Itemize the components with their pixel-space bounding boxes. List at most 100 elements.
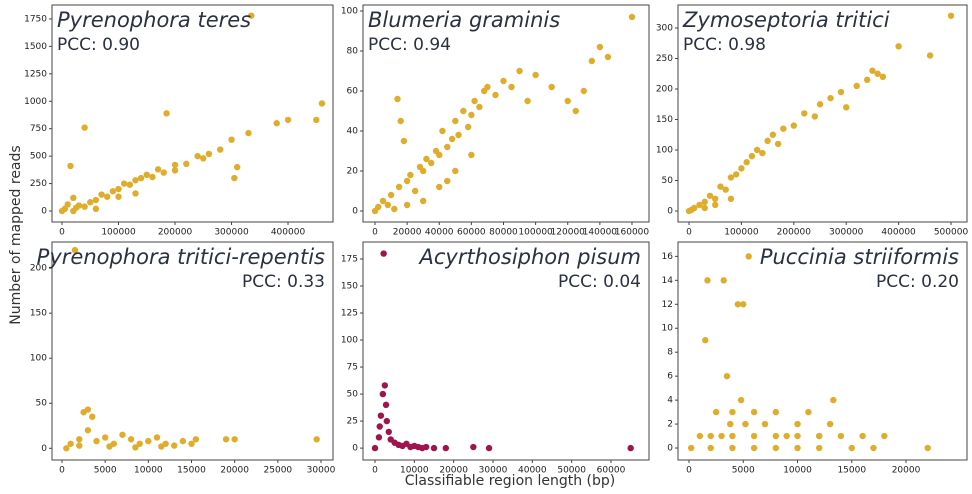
point — [476, 103, 483, 111]
point — [740, 301, 747, 308]
panel-frame — [51, 4, 334, 223]
point — [313, 436, 320, 443]
point — [848, 444, 855, 452]
point — [120, 180, 128, 187]
point — [67, 440, 74, 447]
y-tick-label: 1500 — [24, 42, 47, 52]
point — [171, 167, 179, 174]
x-tick-label: 60000 — [457, 228, 486, 238]
point — [816, 101, 824, 108]
point — [734, 301, 742, 308]
point — [403, 177, 411, 185]
panel-subtitle: PCC: 0.98 — [683, 35, 766, 55]
point — [448, 135, 456, 143]
point — [375, 203, 382, 211]
y-tick-label: 100 — [30, 354, 47, 364]
point — [387, 191, 395, 199]
y-tick-label: 500 — [30, 152, 47, 162]
point — [492, 91, 499, 99]
x-tick-label: 140000 — [583, 228, 618, 238]
point — [881, 432, 888, 440]
point — [381, 382, 389, 389]
point — [127, 436, 135, 443]
x-tick-label: 60000 — [597, 466, 626, 476]
y-tick-label: 0 — [667, 207, 673, 217]
point — [115, 185, 122, 193]
point — [869, 67, 876, 74]
point — [84, 427, 92, 434]
point — [194, 152, 201, 160]
point — [460, 107, 467, 115]
point — [826, 420, 834, 428]
panel-frame — [51, 241, 334, 461]
panel-title: Acyrthosiphon pisum — [418, 245, 641, 269]
point — [245, 129, 252, 137]
panel-frame — [362, 4, 650, 223]
point — [106, 443, 113, 450]
x-tick-label: 500000 — [934, 228, 969, 238]
point — [115, 193, 122, 200]
point — [171, 442, 178, 449]
point — [516, 67, 523, 75]
y-tick-label: 100 — [341, 7, 358, 17]
y-axis-label: Number of mapped reads — [8, 145, 24, 324]
point — [468, 111, 475, 119]
point — [160, 169, 167, 176]
point — [859, 432, 866, 440]
panel-subtitle: PCC: 0.33 — [242, 272, 325, 292]
point — [484, 83, 491, 91]
y-tick-label: 60 — [347, 87, 359, 97]
point — [395, 183, 403, 191]
point — [837, 432, 845, 440]
y-tick-label: 25 — [347, 417, 358, 427]
x-tick-label: 120000 — [551, 228, 586, 238]
point — [419, 197, 427, 205]
point — [947, 12, 955, 19]
point — [870, 444, 877, 452]
point — [64, 201, 71, 208]
point — [403, 201, 411, 209]
point — [379, 390, 387, 398]
point — [729, 444, 736, 452]
point — [805, 408, 812, 416]
panel-frame — [362, 241, 650, 461]
point — [67, 162, 74, 170]
x-tick-label: 200000 — [777, 228, 812, 238]
point — [485, 444, 493, 452]
point — [222, 436, 230, 443]
point — [687, 444, 695, 452]
x-tick-label: 10000 — [134, 466, 163, 476]
point — [436, 183, 443, 191]
point — [430, 444, 438, 452]
point — [76, 442, 83, 449]
point — [464, 123, 472, 131]
x-tick-label: 20000 — [439, 466, 468, 476]
point — [397, 117, 404, 125]
point — [627, 444, 634, 452]
x-tick-label: 0 — [372, 466, 378, 476]
x-tick-label: 160000 — [615, 228, 650, 238]
point — [452, 167, 459, 175]
point — [371, 444, 379, 452]
x-tick-label: 400000 — [271, 228, 306, 238]
x-tick-label: 20000 — [393, 228, 422, 238]
y-tick-label: 2 — [667, 420, 673, 430]
y-tick-label: 10 — [662, 324, 674, 334]
point — [149, 173, 156, 181]
point — [604, 53, 612, 61]
point — [863, 76, 871, 84]
point — [524, 97, 531, 105]
point — [92, 196, 100, 204]
point — [75, 202, 83, 209]
point — [382, 401, 390, 409]
point — [532, 71, 539, 79]
point — [383, 417, 390, 425]
point — [153, 434, 161, 441]
point — [924, 444, 931, 452]
point — [830, 396, 837, 404]
point — [248, 12, 255, 19]
point — [853, 82, 860, 90]
point — [727, 420, 734, 428]
point — [879, 73, 887, 81]
point — [811, 113, 818, 120]
